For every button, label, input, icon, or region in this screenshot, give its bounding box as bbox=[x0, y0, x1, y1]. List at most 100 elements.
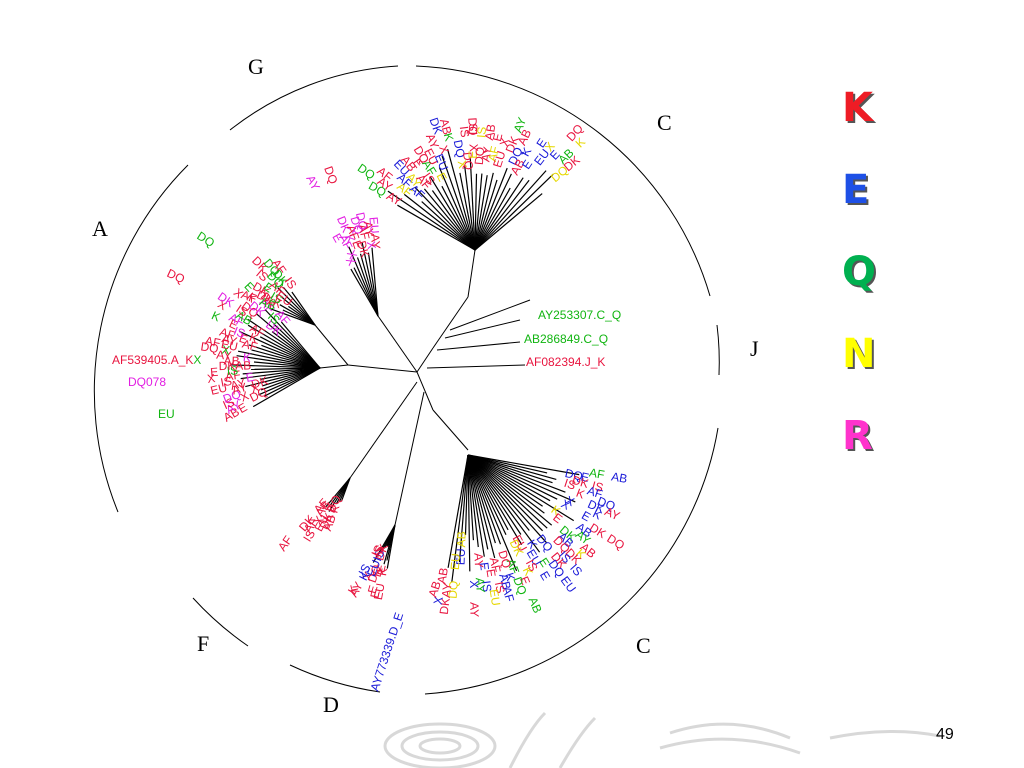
seq-label-g-r-1: AY bbox=[303, 173, 322, 193]
terminal-branch bbox=[281, 296, 316, 326]
leaf-label-glyph: AY bbox=[473, 577, 488, 593]
leaf-label-glyph: DK bbox=[570, 473, 590, 491]
leaf-label-glyph: AF bbox=[227, 310, 247, 330]
leaf-label-glyph: AB bbox=[515, 127, 535, 147]
leaf-label-glyph: DK bbox=[437, 597, 453, 615]
leaf-label-glyph: EU bbox=[454, 548, 469, 565]
terminal-branch bbox=[474, 173, 478, 251]
leaf-label-glyph: E bbox=[537, 569, 553, 583]
seq-label-d-k-1: AY bbox=[346, 579, 365, 599]
leaf-label-glyph: X bbox=[467, 143, 481, 152]
leaf-label-glyph: AF bbox=[239, 287, 258, 305]
leaf-label-glyph: AY bbox=[467, 602, 481, 617]
terminal-branch bbox=[258, 367, 321, 396]
terminal-branch bbox=[467, 454, 551, 502]
leaf-label-glyph: IS bbox=[457, 125, 472, 138]
terminal-branch bbox=[467, 454, 496, 559]
terminal-branch bbox=[251, 367, 321, 370]
seq-label-a-k-2: DQ bbox=[165, 266, 187, 286]
leaf-label-glyph: E bbox=[245, 370, 255, 385]
clade-label-f: F bbox=[197, 631, 209, 656]
terminal-branch bbox=[397, 204, 476, 251]
terminal-branch bbox=[467, 454, 575, 522]
terminal-branch bbox=[248, 344, 321, 369]
leaf-label-glyph: IS bbox=[590, 478, 605, 495]
terminal-branch bbox=[251, 349, 321, 369]
leaf-label-glyph: AF bbox=[504, 557, 522, 576]
branch bbox=[432, 409, 469, 451]
terminal-branch bbox=[277, 287, 316, 326]
leaf-label-glyph: AB bbox=[508, 157, 528, 178]
branch bbox=[319, 364, 349, 369]
leaf-label-glyph: K bbox=[242, 350, 251, 365]
terminal-branch bbox=[431, 190, 476, 251]
leaf-label-glyph: DQ bbox=[510, 575, 529, 597]
terminal-branch bbox=[237, 350, 321, 369]
leaf-label-glyph: X bbox=[221, 343, 231, 358]
clade-label-c-bottom: C bbox=[636, 633, 651, 658]
clade-label-c-top: C bbox=[657, 110, 672, 135]
leaf-label-glyph: AF bbox=[218, 325, 237, 343]
branch bbox=[416, 347, 434, 373]
leaf-label-glyph: AF bbox=[500, 585, 517, 603]
terminal-branch bbox=[467, 454, 518, 572]
terminal-branch bbox=[231, 364, 321, 369]
terminal-branch bbox=[270, 308, 316, 326]
leaf-label-glyph: EU bbox=[487, 588, 503, 607]
leaf-label-glyph: DK bbox=[334, 214, 353, 235]
leaf-label-glyph: E bbox=[367, 589, 382, 600]
terminal-branch bbox=[467, 454, 507, 536]
leaf-label-glyph: AY bbox=[368, 233, 383, 249]
arc-j bbox=[716, 324, 720, 376]
leaf-label-glyph: DQ bbox=[465, 117, 480, 136]
terminal-branch bbox=[467, 454, 544, 532]
seq-label-c-e-1: AB bbox=[426, 579, 444, 599]
terminal-branch bbox=[359, 253, 379, 317]
leaf-label-glyph: X bbox=[206, 371, 216, 386]
leaf-label-glyph: EU bbox=[311, 513, 331, 534]
terminal-branch bbox=[474, 193, 543, 251]
leaf-label-glyph: IS bbox=[226, 363, 238, 378]
terminal-branch bbox=[474, 175, 488, 251]
leaf-label-glyph: AF bbox=[487, 556, 504, 574]
leaf-label-glyph: AY bbox=[230, 380, 249, 398]
leaf-label-glyph: AY bbox=[384, 189, 404, 209]
terminal-branch bbox=[467, 454, 471, 572]
terminal-branch bbox=[239, 330, 321, 369]
legend-item-r: R bbox=[842, 413, 873, 459]
terminal-branch bbox=[371, 247, 379, 317]
branch bbox=[436, 341, 521, 351]
leaf-label-glyph: EU bbox=[490, 149, 508, 169]
seq-label-d-e: AY773339.D_E bbox=[368, 611, 407, 693]
leaf-label-glyph: DQ bbox=[200, 339, 220, 355]
terminal-branch bbox=[464, 166, 476, 251]
terminal-branch bbox=[467, 454, 548, 529]
leaf-label-glyph: AF bbox=[224, 368, 241, 384]
terminal-branch bbox=[467, 454, 489, 550]
terminal-branch bbox=[259, 336, 321, 369]
leaf-label-glyph: AY bbox=[439, 582, 455, 599]
terminal-branch bbox=[467, 454, 485, 557]
terminal-branch bbox=[474, 172, 494, 251]
leaf-label-glyph: E bbox=[373, 563, 388, 574]
leaf-label-glyph: DQ bbox=[451, 139, 468, 159]
leaf-label-glyph: IS bbox=[492, 581, 508, 595]
leaf-label-glyph: X bbox=[455, 159, 470, 170]
terminal-branch bbox=[467, 454, 530, 531]
terminal-branch bbox=[474, 179, 498, 251]
terminal-branch bbox=[467, 454, 479, 548]
terminal-branch bbox=[467, 454, 557, 480]
terminal-branch bbox=[467, 454, 576, 503]
leaf-label-glyph: E bbox=[466, 151, 480, 159]
leaf-label-glyph: AF bbox=[356, 223, 373, 241]
leaf-label-glyph: DQ bbox=[221, 387, 243, 406]
seq-label-g-k-1: DQ bbox=[321, 164, 340, 186]
terminal-branch bbox=[367, 252, 379, 317]
terminal-branch bbox=[467, 454, 543, 507]
leaf-label-glyph: EU bbox=[371, 582, 388, 601]
terminal-branch bbox=[236, 355, 321, 369]
leaf-label-glyph: DQ bbox=[472, 146, 488, 165]
terminal-branch bbox=[451, 454, 469, 583]
leaf-label-glyph: AB bbox=[454, 531, 468, 547]
